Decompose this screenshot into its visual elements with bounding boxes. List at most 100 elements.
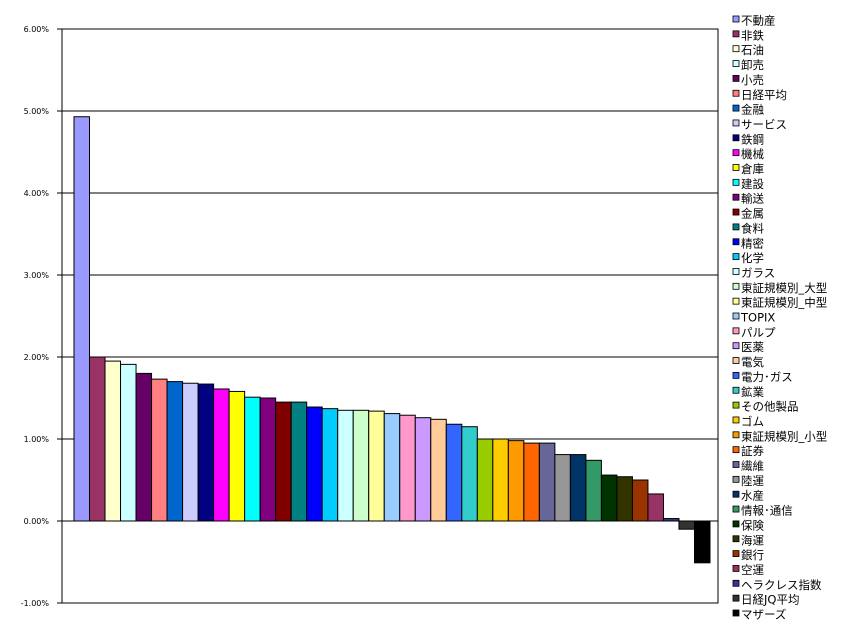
legend-swatch [732, 431, 740, 439]
y-tick-label: 6.00% [24, 25, 50, 34]
bar-36 [616, 476, 633, 522]
bar-26 [461, 426, 478, 522]
legend-swatch [732, 535, 740, 543]
bar-15 [290, 401, 308, 522]
y-tick-label: 1.00% [24, 435, 50, 444]
bar-17 [321, 408, 339, 522]
legend-label: ガラス [741, 266, 775, 280]
legend-swatch [732, 446, 740, 454]
y-tick-label: 3.00% [24, 271, 50, 280]
bar-39 [662, 518, 680, 522]
legend-label: 不動産 [741, 14, 776, 28]
bar-11 [228, 390, 246, 522]
bar-35 [600, 474, 618, 522]
legend-label: 金属 [741, 207, 764, 221]
bar-27 [476, 438, 494, 522]
legend-label: 卸売 [741, 58, 764, 72]
bar-8 [182, 382, 199, 522]
legend-label: 建設 [741, 177, 764, 191]
legend-swatch [732, 119, 740, 127]
legend-swatch [732, 164, 740, 171]
bar-3 [104, 360, 122, 522]
legend-label: 電気 [741, 355, 764, 369]
legend-label: 医薬 [741, 340, 764, 354]
legend-swatch [732, 89, 740, 97]
bar-31 [538, 442, 556, 522]
bar-6 [151, 378, 168, 522]
legend-label: 鉱業 [741, 385, 764, 399]
legend-swatch [732, 45, 740, 53]
legend-swatch [732, 104, 740, 112]
legend-label: 日経JQ平均 [741, 593, 799, 607]
legend-swatch [732, 268, 740, 275]
legend-label: 非鉄 [741, 28, 764, 42]
bar-12 [244, 396, 261, 522]
y-tick-label: -1.00% [21, 599, 50, 608]
legend-label: 化学 [741, 251, 764, 265]
bar-9 [197, 383, 215, 522]
legend-label: 精密 [741, 236, 764, 250]
legend-swatch [732, 134, 740, 142]
legend-label: パルプ [741, 325, 776, 339]
legend-swatch [732, 490, 740, 498]
legend-label: 保険 [741, 518, 764, 532]
legend-label: 金融 [741, 103, 764, 117]
legend-swatch [732, 193, 740, 201]
bar-32 [554, 454, 571, 522]
bar-40 [678, 520, 695, 530]
legend-swatch [732, 520, 740, 528]
legend-swatch [732, 297, 740, 305]
legend-swatch [732, 565, 740, 572]
legend-swatch [732, 401, 740, 409]
legend-swatch [732, 75, 740, 82]
bar-4 [120, 363, 137, 522]
legend-label: 繊維 [741, 459, 764, 473]
legend-swatch [732, 416, 740, 424]
plot-area-border [61, 28, 719, 604]
legend-swatch [732, 579, 740, 587]
legend-swatch [732, 178, 740, 186]
legend-swatch [732, 149, 740, 157]
legend-label: 銀行 [741, 548, 764, 562]
bar-24 [430, 418, 447, 522]
bar-25 [445, 423, 463, 522]
legend-swatch [732, 594, 740, 602]
legend-swatch [732, 282, 740, 290]
bar-2 [89, 356, 106, 522]
y-tick-label: 2.00% [24, 353, 50, 362]
legend-swatch [732, 15, 740, 23]
legend-swatch [732, 238, 740, 246]
legend-swatch [732, 371, 740, 379]
legend-label: 東証規模別_小型 [741, 429, 827, 443]
bar-33 [569, 454, 587, 522]
legend-label: 輸送 [741, 192, 764, 206]
legend-swatch [732, 461, 740, 468]
legend-swatch [732, 30, 740, 38]
bar-20 [368, 410, 385, 522]
legend-label: ヘラクレス指数 [741, 578, 822, 592]
bar-23 [414, 417, 432, 522]
legend-label: 電力･ガス [741, 370, 793, 384]
legend-label: 機械 [741, 147, 764, 161]
bar-22 [399, 414, 416, 522]
legend-label: マザーズ [741, 608, 786, 622]
bar-29 [507, 440, 525, 522]
legend-swatch [732, 253, 740, 261]
legend-swatch [732, 60, 740, 67]
legend-label: 情報･通信 [741, 504, 793, 518]
legend-label: サービス [741, 117, 787, 131]
bar-16 [306, 406, 323, 522]
legend-swatch [732, 327, 740, 335]
bar-19 [352, 409, 370, 522]
bar-7 [166, 381, 184, 522]
legend-label: 空運 [741, 563, 764, 577]
legend-label: 証券 [741, 444, 764, 458]
legend-swatch [732, 609, 740, 617]
legend-swatch [732, 312, 740, 320]
bar-18 [337, 409, 354, 522]
legend-label: その他製品 [741, 400, 799, 414]
bar-14 [275, 401, 292, 522]
legend-label: 石油 [741, 43, 764, 57]
